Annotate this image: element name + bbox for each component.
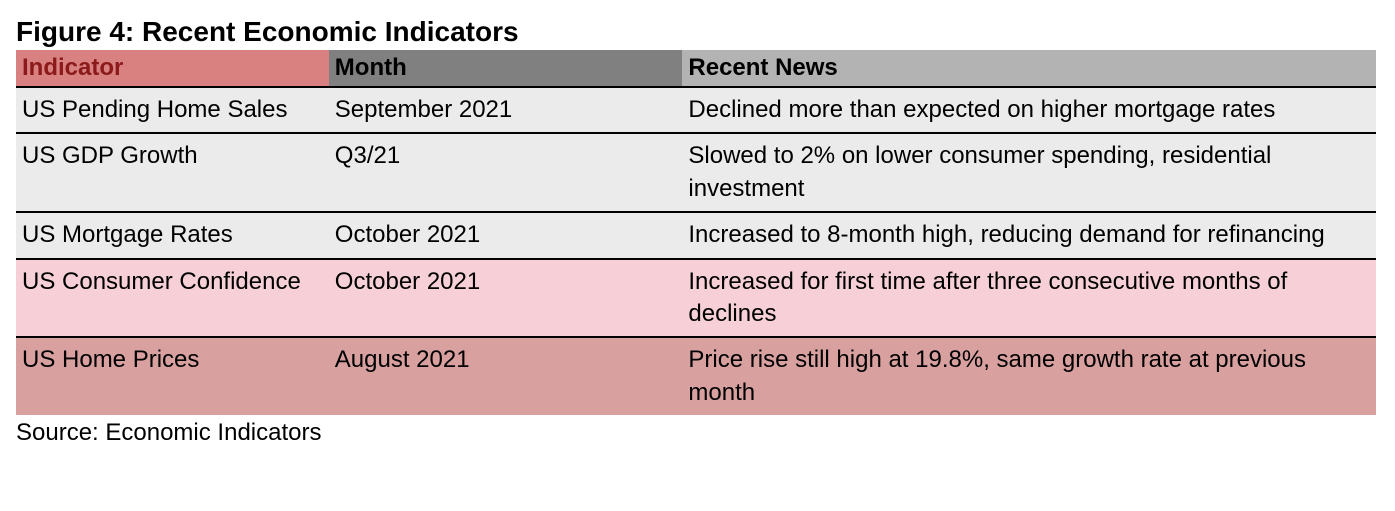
- col-header: Recent News: [682, 50, 1376, 87]
- table-header-row: IndicatorMonthRecent News: [16, 50, 1376, 87]
- figure-title: Figure 4: Recent Economic Indicators: [16, 16, 1376, 48]
- cell-news: Slowed to 2% on lower consumer spending,…: [682, 133, 1376, 212]
- cell-month: September 2021: [329, 87, 683, 133]
- cell-indicator: US Home Prices: [16, 337, 329, 415]
- table-row: US Consumer ConfidenceOctober 2021Increa…: [16, 259, 1376, 338]
- cell-month: August 2021: [329, 337, 683, 415]
- cell-news: Increased to 8-month high, reducing dema…: [682, 212, 1376, 258]
- table-row: US Home PricesAugust 2021Price rise stil…: [16, 337, 1376, 415]
- source-line: Source: Economic Indicators: [16, 419, 1376, 447]
- cell-month: October 2021: [329, 259, 683, 338]
- cell-news: Declined more than expected on higher mo…: [682, 87, 1376, 133]
- cell-month: October 2021: [329, 212, 683, 258]
- cell-indicator: US Consumer Confidence: [16, 259, 329, 338]
- cell-month: Q3/21: [329, 133, 683, 212]
- col-header: Indicator: [16, 50, 329, 87]
- cell-news: Increased for first time after three con…: [682, 259, 1376, 338]
- table-row: US GDP GrowthQ3/21Slowed to 2% on lower …: [16, 133, 1376, 212]
- cell-indicator: US Pending Home Sales: [16, 87, 329, 133]
- figure-container: Figure 4: Recent Economic Indicators Ind…: [16, 16, 1376, 447]
- cell-indicator: US GDP Growth: [16, 133, 329, 212]
- col-header: Month: [329, 50, 683, 87]
- table-row: US Pending Home SalesSeptember 2021Decli…: [16, 87, 1376, 133]
- cell-news: Price rise still high at 19.8%, same gro…: [682, 337, 1376, 415]
- table-row: US Mortgage RatesOctober 2021Increased t…: [16, 212, 1376, 258]
- indicators-table: IndicatorMonthRecent News US Pending Hom…: [16, 50, 1376, 415]
- cell-indicator: US Mortgage Rates: [16, 212, 329, 258]
